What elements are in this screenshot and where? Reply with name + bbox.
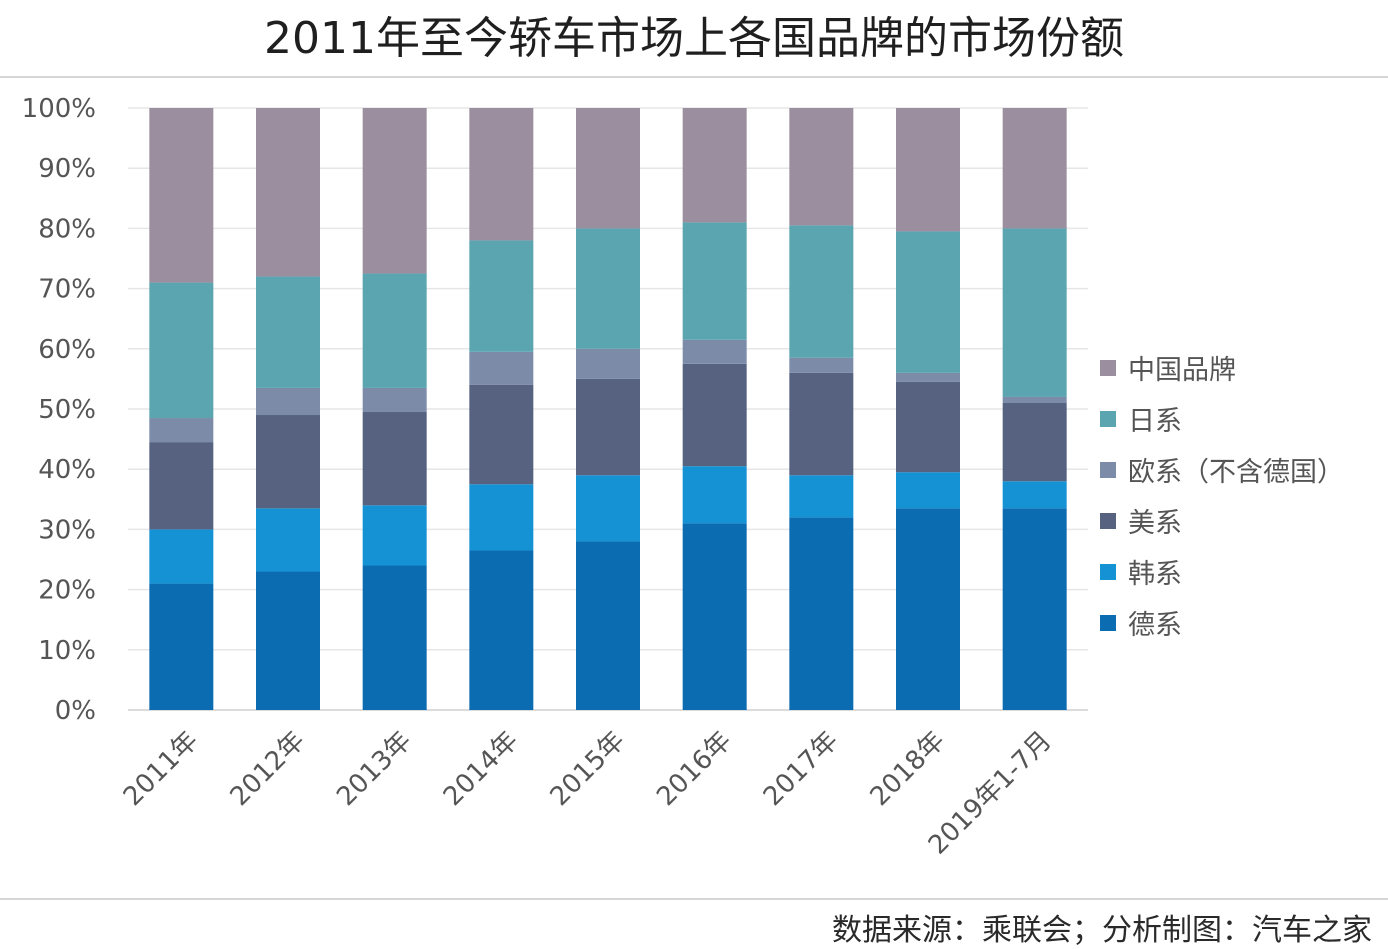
legend-label: 日系 (1128, 406, 1182, 437)
bar-segment (256, 387, 320, 416)
y-tick-label: 40% (38, 455, 96, 485)
bar-segment (149, 282, 214, 419)
bar-segment (256, 276, 320, 388)
bar-segment (576, 541, 640, 710)
bar-segment (256, 415, 320, 509)
bar-segment (682, 222, 747, 340)
bar-segment (896, 508, 960, 710)
x-tick-label: 2018年 (865, 726, 951, 812)
bar-segment (682, 339, 747, 364)
bar-segment (789, 517, 854, 710)
plot-area: 0%10%20%30%40%50%60%70%80%90%100%2011年 20… (22, 94, 1088, 861)
bar-segment (576, 228, 640, 349)
bar-segment (682, 466, 747, 524)
bottom-divider (0, 898, 1388, 900)
bar-segment (469, 108, 534, 241)
legend-label: 德系 (1128, 610, 1182, 641)
bar-segment (682, 108, 747, 223)
y-tick-label: 0% (55, 696, 96, 726)
legend-swatch (1100, 461, 1116, 478)
bar-segment (896, 472, 960, 509)
legend-swatch (1100, 512, 1116, 529)
bar-segment (362, 273, 427, 388)
bar-segment (789, 372, 854, 476)
legend-label: 欧系（不含德国） (1128, 457, 1344, 488)
x-tick-label: 2016年 (651, 726, 737, 812)
bar-segment (896, 231, 960, 373)
legend-label: 中国品牌 (1128, 355, 1236, 386)
bar-segment (576, 108, 640, 229)
bar-segment (149, 418, 214, 443)
legend-swatch (1100, 614, 1116, 631)
bar-segment (576, 475, 640, 542)
x-tick-label: 2013年 (331, 726, 417, 812)
bar-segment (1002, 508, 1067, 710)
bar-segment (896, 108, 960, 232)
bar-segment (682, 523, 747, 710)
bar-segment (149, 583, 214, 710)
bar-segment (469, 240, 534, 352)
bar-segment (469, 351, 534, 385)
bar-segment (789, 108, 854, 226)
x-tick-label: 2015年 (545, 726, 631, 812)
top-divider (0, 76, 1388, 78)
legend-label: 韩系 (1128, 559, 1182, 590)
bar-segment (1002, 396, 1067, 403)
bar-segment (469, 484, 534, 551)
bar-segment (1002, 228, 1067, 397)
bar-segment (789, 357, 854, 373)
x-tick-label: 2012年 (225, 726, 311, 812)
bar-segment (896, 372, 960, 382)
legend-item: 德系 (1100, 597, 1344, 648)
bar-segment (469, 550, 534, 710)
bar-segment (1002, 481, 1067, 509)
bar-segment (896, 381, 960, 473)
legend-item: 美系 (1100, 495, 1344, 546)
y-tick-label: 70% (38, 275, 96, 305)
bar-segment (362, 565, 427, 710)
legend: 中国品牌日系欧系（不含德国） 美系韩系德系 (1100, 342, 1344, 648)
legend-label: 美系 (1128, 508, 1182, 539)
bar-segment (576, 348, 640, 379)
bar-segment (1002, 402, 1067, 482)
chart-title: 2011年至今轿车市场上各国品牌的市场份额 (264, 13, 1124, 64)
bar-segment (256, 108, 320, 277)
legend-item: 韩系 (1100, 546, 1344, 597)
bar-segment (149, 108, 214, 283)
bar-segment (362, 505, 427, 566)
y-tick-label: 90% (38, 154, 96, 184)
bar-segment (362, 412, 427, 506)
legend-item: 日系 (1100, 393, 1344, 444)
bar-segment (576, 378, 640, 476)
x-tick-label: 2014年 (438, 726, 524, 812)
x-tick-label: 2011年 (118, 726, 204, 812)
y-tick-label: 20% (38, 576, 96, 606)
bar-segment (149, 442, 214, 530)
bar-segment (789, 475, 854, 518)
bar-segment (682, 363, 747, 467)
x-tick-label: 2017年 (758, 726, 844, 812)
bar-segment (256, 508, 320, 572)
y-tick-label: 100% (22, 94, 96, 124)
legend-item: 中国品牌 (1100, 342, 1344, 393)
y-tick-label: 60% (38, 335, 96, 365)
y-tick-label: 50% (38, 395, 96, 425)
y-tick-label: 10% (38, 636, 96, 666)
source-note: 数据来源：乘联会；分析制图：汽车之家 (832, 913, 1372, 948)
legend-item: 欧系（不含德国） (1100, 444, 1344, 495)
legend-swatch (1100, 410, 1116, 427)
y-tick-label: 80% (38, 214, 96, 244)
bar-segment (362, 108, 427, 274)
bar-segment (789, 225, 854, 358)
bar-segment (149, 529, 214, 584)
bar-segment (469, 384, 534, 485)
bar-segment (1002, 108, 1067, 229)
bar-segment (256, 571, 320, 710)
y-tick-label: 30% (38, 515, 96, 545)
legend-swatch (1100, 563, 1116, 580)
legend-swatch (1100, 359, 1116, 376)
bar-segment (362, 387, 427, 413)
